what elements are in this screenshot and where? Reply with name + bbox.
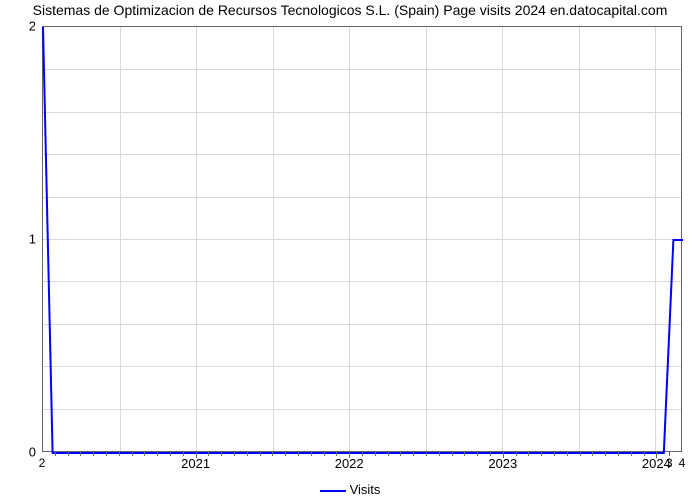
x-minor-tick — [106, 452, 107, 456]
x-minor-tick — [605, 452, 606, 456]
x-minor-tick — [528, 452, 529, 456]
x-minor-tick — [55, 452, 56, 456]
x-minor-tick — [490, 452, 491, 456]
x-minor-tick — [311, 452, 312, 456]
visits-line-series — [43, 27, 683, 453]
plot-region — [42, 26, 682, 452]
x-minor-tick — [426, 452, 427, 456]
x-minor-tick — [298, 452, 299, 456]
legend-label: Visits — [350, 482, 381, 497]
x-minor-tick — [132, 452, 133, 456]
x-minor-tick — [208, 452, 209, 456]
x-minor-tick — [375, 452, 376, 456]
y-tick-label: 2 — [6, 19, 36, 34]
x-minor-tick — [144, 452, 145, 456]
legend-swatch — [320, 490, 346, 492]
x-minor-tick — [554, 452, 555, 456]
x-minor-tick — [592, 452, 593, 456]
x-tick-label: 2022 — [335, 456, 364, 471]
y-tick-label: 1 — [6, 232, 36, 247]
x-minor-tick — [272, 452, 273, 456]
x-minor-tick — [477, 452, 478, 456]
x-minor-tick — [388, 452, 389, 456]
y-tick-label: 0 — [6, 445, 36, 460]
x-minor-tick — [170, 452, 171, 456]
x-minor-tick — [580, 452, 581, 456]
x-minor-tick — [80, 452, 81, 456]
x-minor-tick — [464, 452, 465, 456]
legend: Visits — [0, 482, 700, 497]
x-minor-tick — [362, 452, 363, 456]
x-tick-label: 2023 — [488, 456, 517, 471]
x-edge-label-right: 3 — [666, 456, 673, 470]
x-minor-tick — [93, 452, 94, 456]
x-minor-tick — [669, 452, 670, 456]
x-minor-tick — [183, 452, 184, 456]
x-minor-tick — [631, 452, 632, 456]
x-minor-tick — [285, 452, 286, 456]
x-edge-label-left: 2 — [39, 456, 46, 470]
x-minor-tick — [516, 452, 517, 456]
x-minor-tick — [221, 452, 222, 456]
x-minor-tick — [324, 452, 325, 456]
x-minor-tick — [68, 452, 69, 456]
x-minor-tick — [439, 452, 440, 456]
x-minor-tick — [644, 452, 645, 456]
x-edge-label-right: 4 — [679, 456, 686, 470]
x-minor-tick — [119, 452, 120, 456]
x-minor-tick — [413, 452, 414, 456]
x-minor-tick — [541, 452, 542, 456]
chart-area: 2 1 0 2021 2022 2023 2024 2 3 4 — [42, 26, 682, 452]
x-tick-label: 2021 — [181, 456, 210, 471]
x-minor-tick — [247, 452, 248, 456]
x-minor-tick — [567, 452, 568, 456]
x-minor-tick — [336, 452, 337, 456]
chart-title: Sistemas de Optimizacion de Recursos Tec… — [0, 2, 700, 18]
x-minor-tick — [260, 452, 261, 456]
x-minor-tick — [618, 452, 619, 456]
x-minor-tick — [400, 452, 401, 456]
x-minor-tick — [157, 452, 158, 456]
x-minor-tick — [452, 452, 453, 456]
x-minor-tick — [234, 452, 235, 456]
